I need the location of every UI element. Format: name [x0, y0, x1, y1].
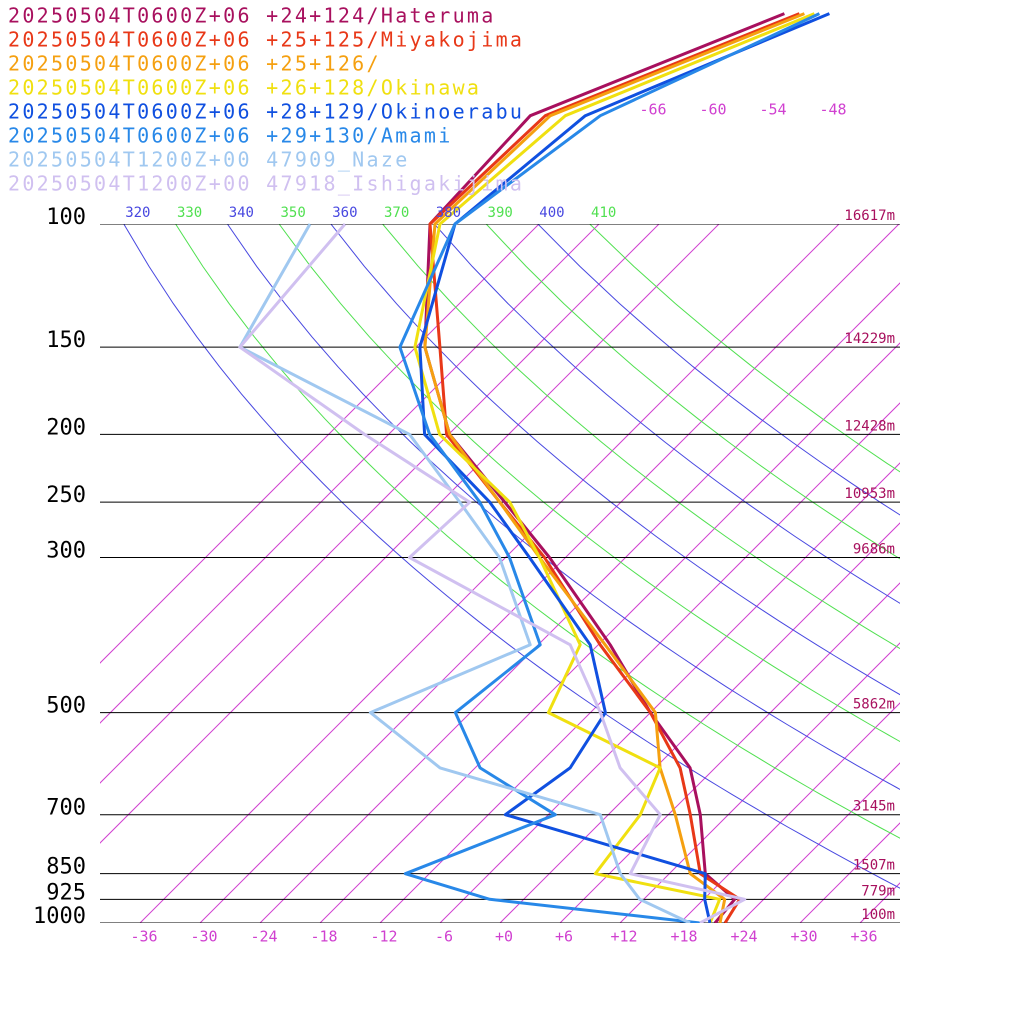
isotherm: [619, 642, 900, 923]
x-tick-label: +18: [670, 928, 697, 946]
dry-adiabat: [278, 224, 900, 743]
grid: [100, 224, 900, 923]
legend-entry: 20250504T0600Z+06 +25+126/: [8, 52, 381, 76]
y-tick-label: 500: [46, 694, 86, 719]
legend: 20250504T0600Z+06 +24+124/Hateruma202505…: [8, 4, 524, 196]
dry-adiabat: [226, 224, 900, 790]
adiabat-label: 340: [229, 205, 254, 221]
profile-line: [418, 12, 830, 923]
height-label: 9686m: [853, 542, 895, 558]
isotherm: [799, 822, 900, 923]
height-label: 12428m: [844, 418, 895, 434]
isotherm: [859, 882, 900, 923]
height-label: 1507m: [853, 858, 895, 874]
profile-line: [423, 12, 785, 923]
profile-line: [423, 12, 805, 923]
x-tick-label: +6: [555, 928, 573, 946]
profile-line: [238, 223, 691, 923]
legend-entry: 20250504T0600Z+06 +28+129/Okinoerabu: [8, 100, 524, 124]
x-tick-label: +36: [850, 928, 877, 946]
isotherm: [679, 702, 900, 923]
x-tick-label: -18: [310, 928, 337, 946]
dry-adiabat: [382, 224, 900, 650]
profile-line: [238, 223, 747, 923]
height-label: 779m: [861, 883, 895, 899]
height-label: 5862m: [853, 697, 895, 713]
height-label: 14229m: [844, 331, 895, 347]
height-label: 10953m: [844, 486, 895, 502]
dry-adiabat: [175, 224, 900, 839]
labels: -36 -30 -24 -18 -12 -6 +0 +6 +12 +18 +24 +30 +36 -66 -…: [33, 101, 895, 946]
adiabat-label: 400: [539, 205, 564, 221]
y-tick-label: 300: [46, 539, 86, 564]
x-tick-label: +12: [610, 928, 637, 946]
adiabat-label: 410: [591, 205, 616, 221]
legend-entry: 20250504T0600Z+06 +25+125/Miyakojima: [8, 28, 524, 52]
y-tick-label: 850: [46, 855, 86, 880]
legend-entry: 20250504T0600Z+06 +26+128/Okinawa: [8, 76, 481, 100]
x-tick-label: -12: [370, 928, 397, 946]
y-tick-label: 200: [46, 415, 86, 440]
x-tick-label: -36: [130, 928, 157, 946]
isotherm: [100, 224, 720, 844]
x-tick-label: -6: [435, 928, 453, 946]
top-tick-label: -60: [699, 101, 726, 119]
top-tick-label: -54: [759, 101, 786, 119]
top-tick-label: -66: [639, 101, 666, 119]
isotherm: [139, 224, 840, 923]
isotherm: [559, 582, 900, 923]
y-tick-label: 100: [46, 205, 86, 230]
adiabat-label: 330: [177, 205, 202, 221]
y-tick-label: 700: [46, 796, 86, 821]
isotherm: [100, 224, 600, 724]
profiles: [238, 12, 830, 923]
x-tick-label: -30: [190, 928, 217, 946]
legend-entry: 20250504T0600Z+06 +29+130/Amami: [8, 124, 453, 148]
adiabat-label: 380: [436, 205, 461, 221]
x-tick-label: -24: [250, 928, 277, 946]
x-tick-label: +24: [730, 928, 757, 946]
y-tick-label: 1000: [33, 904, 86, 929]
height-label: 100m: [861, 907, 895, 923]
isotherm: [199, 224, 900, 923]
dry-adiabat: [589, 224, 900, 473]
top-tick-label: -48: [819, 101, 846, 119]
adiabat-label: 360: [332, 205, 357, 221]
adiabat-label: 320: [125, 205, 150, 221]
profile-line: [413, 12, 815, 923]
dry-adiabat: [485, 224, 900, 560]
isotherm: [100, 224, 660, 784]
adiabat-label: 350: [280, 205, 305, 221]
y-tick-label: 925: [46, 880, 86, 905]
adiabat-label: 390: [488, 205, 513, 221]
x-tick-label: +30: [790, 928, 817, 946]
legend-entry: 20250504T1200Z+00 47909_Naze: [8, 148, 410, 172]
x-tick-label: +0: [495, 928, 513, 946]
isotherm: [439, 462, 900, 923]
isotherm: [379, 402, 900, 923]
legend-entry: 20250504T1200Z+00 47918_Ishigakijima: [8, 172, 524, 196]
profile-line: [398, 12, 821, 923]
adiabat-label: 370: [384, 205, 409, 221]
dry-adiabat: [537, 224, 900, 516]
legend-entry: 20250504T0600Z+06 +24+124/Hateruma: [8, 4, 496, 28]
height-label: 16617m: [844, 208, 895, 224]
isotherm: [499, 522, 900, 923]
profile-line: [428, 12, 800, 923]
y-tick-label: 250: [46, 483, 86, 508]
y-tick-label: 150: [46, 328, 86, 353]
isotherm: [739, 762, 900, 923]
isotherm: [319, 342, 900, 923]
isotherm: [259, 282, 900, 923]
height-label: 3145m: [853, 799, 895, 815]
